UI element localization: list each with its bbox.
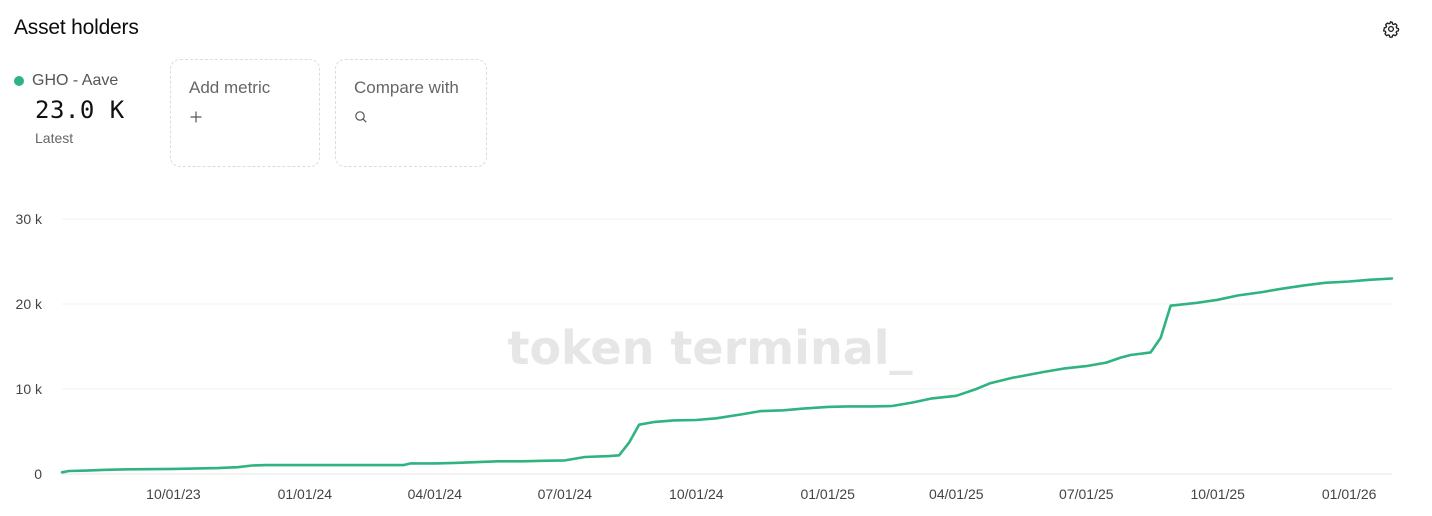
- x-tick-label: 10/01/24: [669, 486, 724, 502]
- series-line-gho-aave: [60, 277, 1394, 474]
- watermark: token terminal_: [507, 321, 912, 375]
- x-tick-label: 01/01/26: [1322, 486, 1377, 502]
- x-tick-label: 04/01/25: [929, 486, 984, 502]
- plus-icon: [190, 111, 202, 123]
- compare-with-label: Compare with: [354, 78, 459, 97]
- x-tick-label: 10/01/25: [1190, 486, 1245, 502]
- metric-name: GHO - Aave: [32, 72, 119, 89]
- page-title: Asset holders: [14, 16, 139, 39]
- metric-sublabel: Latest: [35, 130, 74, 146]
- x-tick-label: 07/01/25: [1059, 486, 1114, 502]
- series-color-dot: [14, 76, 24, 86]
- x-tick-label: 04/01/24: [408, 486, 463, 502]
- y-tick-label: 0: [34, 466, 42, 482]
- x-tick-label: 10/01/23: [146, 486, 201, 502]
- add-metric-button[interactable]: Add metric: [170, 59, 320, 167]
- y-tick-label: 10 k: [16, 381, 43, 397]
- x-tick-label: 07/01/24: [538, 486, 593, 502]
- gear-icon[interactable]: [1382, 20, 1400, 38]
- add-metric-label: Add metric: [189, 78, 271, 97]
- y-tick-label: 30 k: [16, 211, 43, 227]
- x-tick-label: 01/01/24: [278, 486, 333, 502]
- compare-with-button[interactable]: Compare with: [335, 59, 487, 167]
- search-icon: [355, 111, 367, 123]
- y-tick-label: 20 k: [16, 296, 43, 312]
- metric-value: 23.0 K: [35, 96, 125, 124]
- metric-summary: GHO - Aave 23.0 K Latest: [14, 72, 164, 146]
- x-tick-label: 01/01/25: [800, 486, 855, 502]
